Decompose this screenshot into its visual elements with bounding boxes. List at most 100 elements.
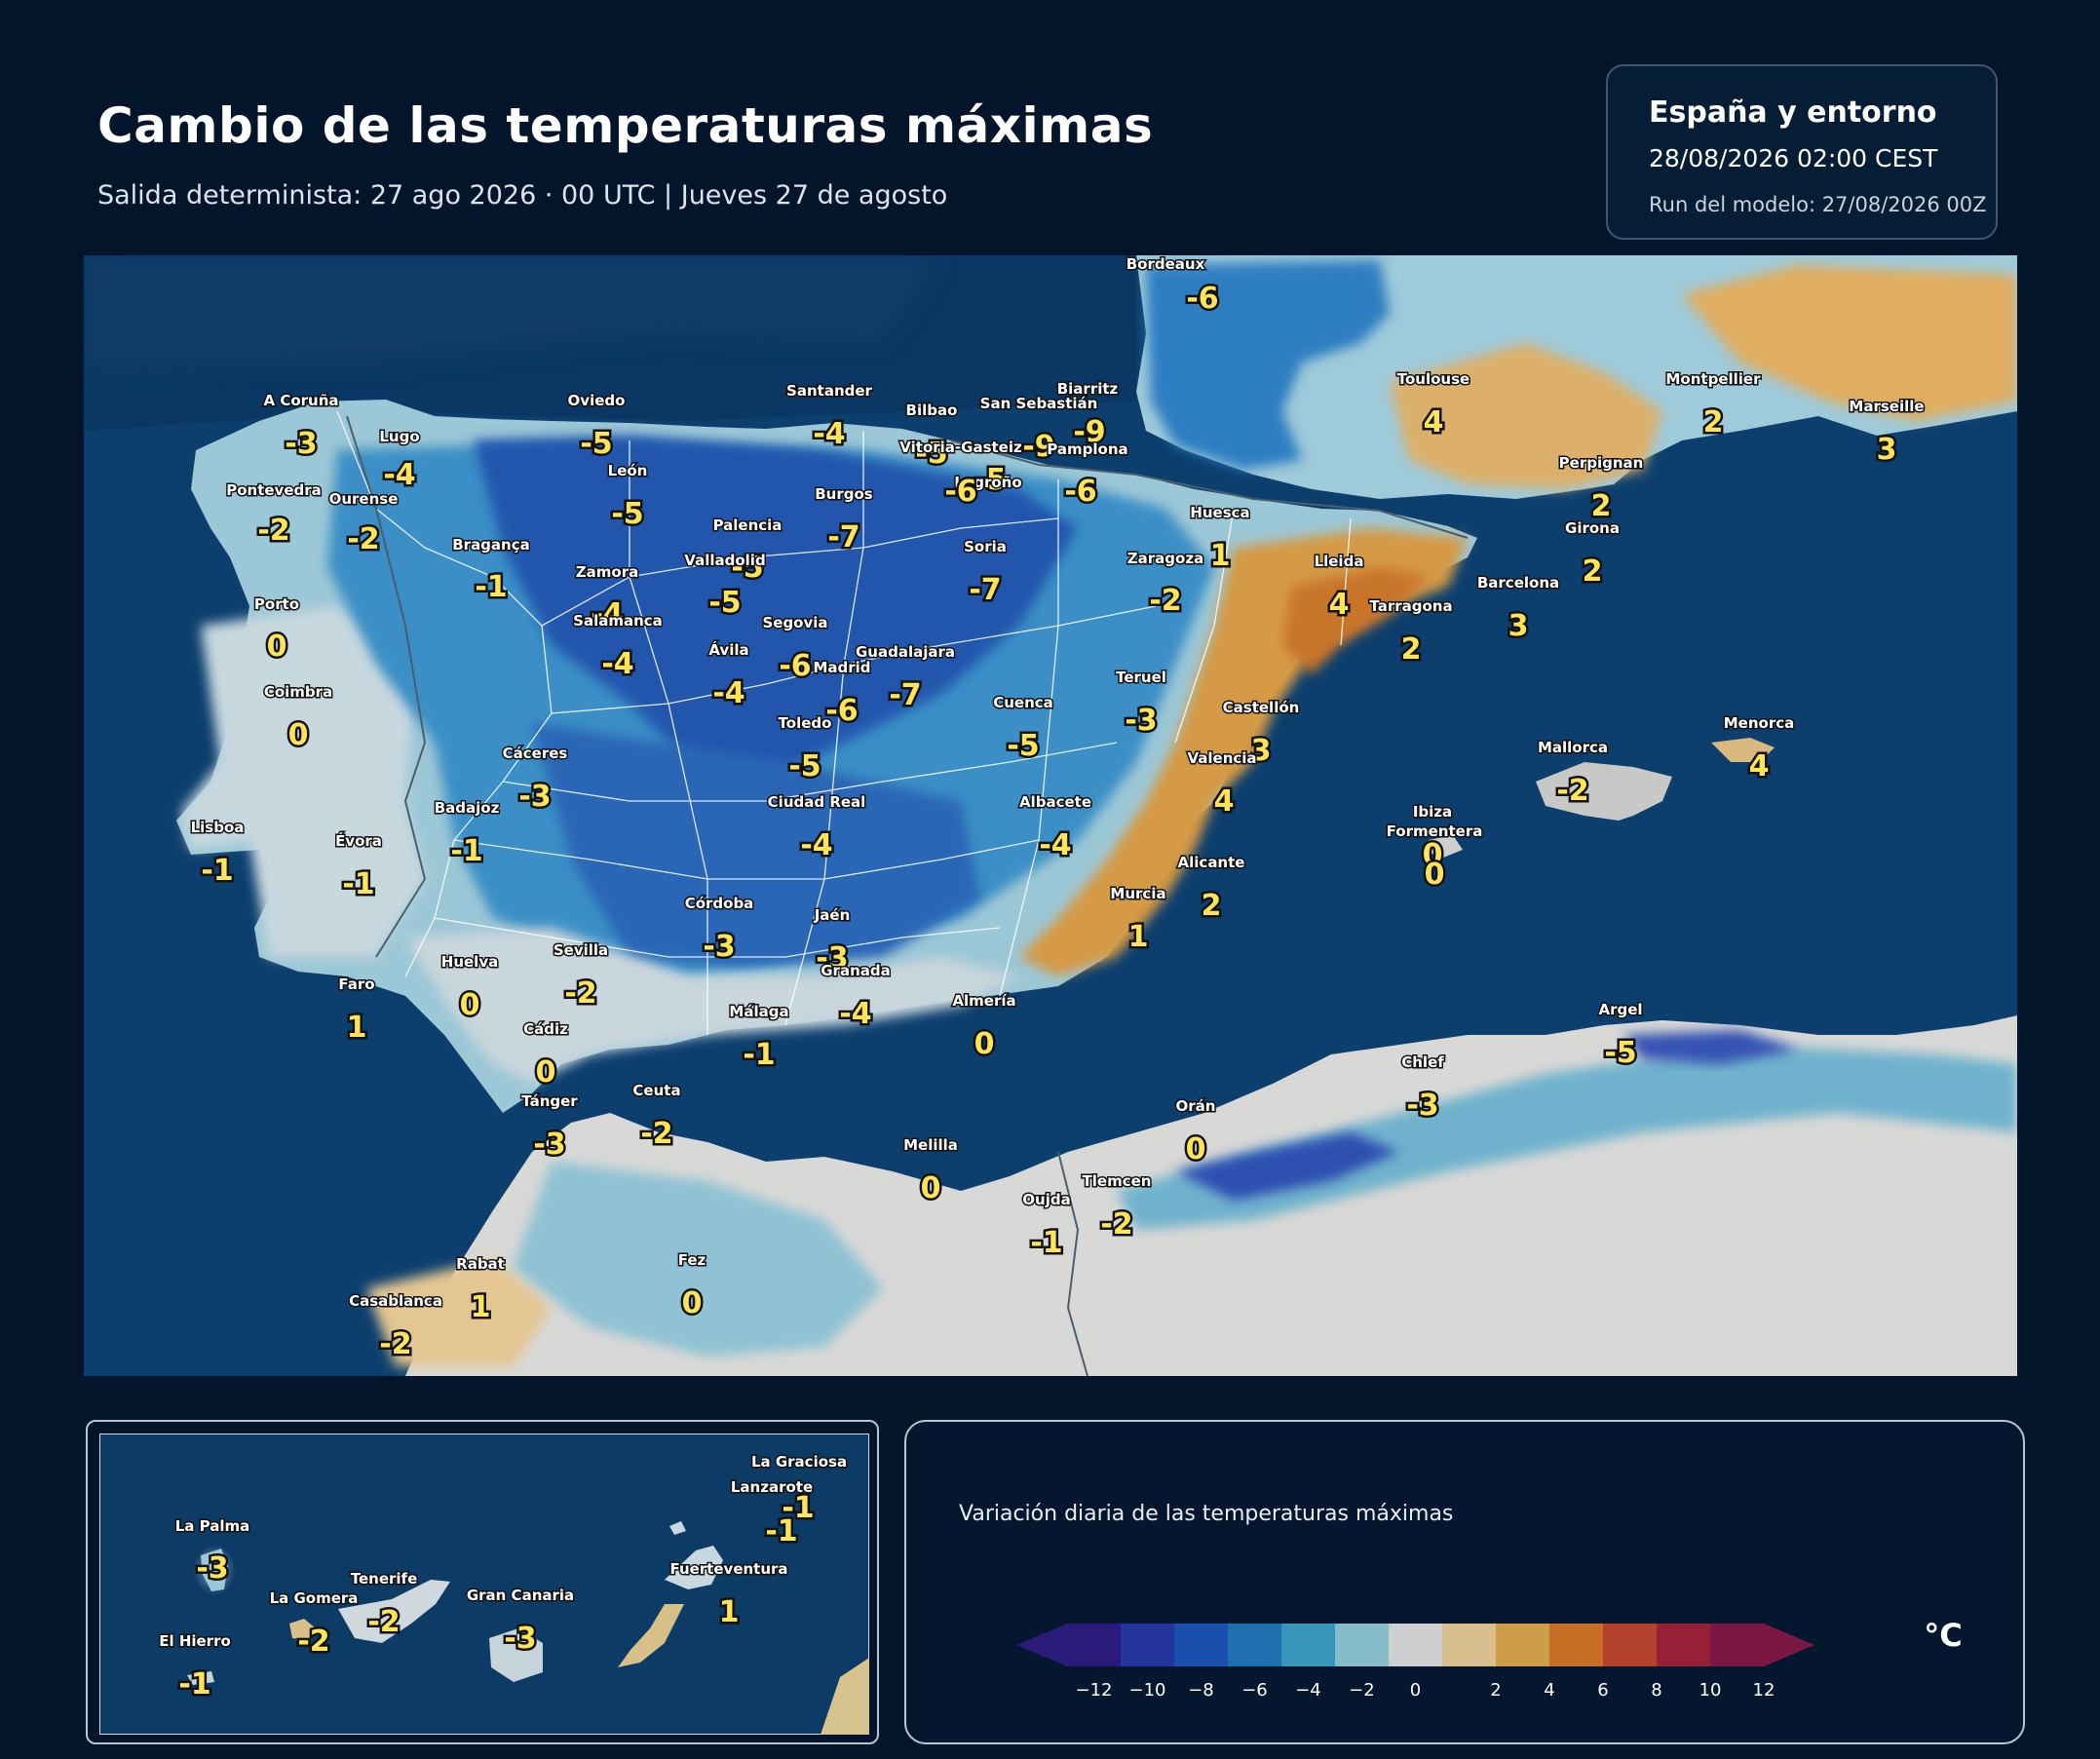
station-tanger[interactable]: Tánger -3 bbox=[520, 1091, 580, 1165]
station-montpellier[interactable]: Montpellier 2 bbox=[1664, 369, 1763, 442]
main-map[interactable]: Bordeaux -6 A Coruña -3 Lugo -4 Oviedo -5 Sa… bbox=[84, 255, 2017, 1376]
svg-text:-1: -1 bbox=[782, 1491, 814, 1525]
station-sevilla[interactable]: Sevilla -2 bbox=[552, 940, 609, 1013]
station-barcelona[interactable]: Barcelona 3 bbox=[1475, 573, 1560, 646]
station-palencia[interactable]: Palencia -5 bbox=[711, 516, 783, 588]
station-zamora[interactable]: Zamora -4 bbox=[574, 562, 639, 634]
station-gran-canaria[interactable]: Gran Canaria -3 bbox=[465, 1586, 575, 1659]
station-ceuta[interactable]: Ceuta -2 bbox=[631, 1081, 682, 1154]
station-chlef[interactable]: Chlef -3 bbox=[1400, 1052, 1446, 1126]
svg-text:Córdoba: Córdoba bbox=[685, 895, 754, 912]
station-granada[interactable]: Granada -4 bbox=[820, 961, 893, 1034]
station-teruel[interactable]: Teruel -3 bbox=[1115, 668, 1168, 741]
station-huelva[interactable]: Huelva 0 bbox=[439, 952, 499, 1025]
station-fez[interactable]: Fez 0 bbox=[676, 1250, 707, 1323]
station-avila[interactable]: Ávila -4 bbox=[707, 639, 750, 713]
svg-text:Perpignan: Perpignan bbox=[1559, 454, 1644, 472]
station-santander[interactable]: Santander -4 bbox=[785, 381, 874, 454]
svg-text:-7: -7 bbox=[827, 520, 859, 554]
station-ibiza[interactable]: Ibiza 0 bbox=[1411, 802, 1453, 875]
station-porto[interactable]: Porto 0 bbox=[252, 594, 300, 667]
svg-text:Lisboa: Lisboa bbox=[191, 819, 245, 836]
station-la-graciosa[interactable]: La Graciosa -1 bbox=[749, 1452, 848, 1528]
station-ourense[interactable]: Ourense -2 bbox=[327, 489, 400, 559]
station-toulouse[interactable]: Toulouse 4 bbox=[1395, 369, 1470, 442]
station-lisboa[interactable]: Lisboa -1 bbox=[189, 818, 246, 891]
station-ciudad-real[interactable]: Ciudad Real -4 bbox=[766, 792, 867, 865]
station-tarragona[interactable]: Tarragona 2 bbox=[1368, 596, 1454, 669]
station-pontevedra[interactable]: Pontevedra -2 bbox=[225, 480, 324, 551]
station-lleida[interactable]: Lleida 4 bbox=[1313, 552, 1365, 625]
station-cordoba[interactable]: Córdoba -3 bbox=[683, 894, 755, 967]
station-rabat[interactable]: Rabat 1 bbox=[455, 1254, 507, 1327]
station-madrid[interactable]: Madrid -6 bbox=[812, 658, 872, 731]
station-jaen[interactable]: Jaén -3 bbox=[812, 905, 852, 978]
station-zaragoza[interactable]: Zaragoza -2 bbox=[1126, 549, 1204, 621]
svg-text:-2: -2 bbox=[640, 1117, 672, 1151]
station-la-palma[interactable]: La Palma -3 bbox=[173, 1516, 251, 1588]
station-menorca[interactable]: Menorca 4 bbox=[1722, 713, 1796, 786]
station-malaga[interactable]: Málaga -1 bbox=[728, 1002, 790, 1075]
station-castellon[interactable]: Castellón 3 bbox=[1221, 698, 1301, 771]
info-box: España y entorno 28/08/2026 02:00 CEST R… bbox=[1606, 64, 1998, 240]
station-perpignan[interactable]: Perpignan 2 bbox=[1557, 453, 1645, 526]
station-lugo[interactable]: Lugo -4 bbox=[378, 427, 421, 495]
canarias-inset[interactable]: La Graciosa -1 Lanzarote -1 La Palma -3 Ten… bbox=[86, 1420, 879, 1744]
station-coimbra[interactable]: Coimbra 0 bbox=[262, 682, 333, 755]
station-evora[interactable]: Évora -1 bbox=[334, 830, 384, 904]
station-guadalajara[interactable]: Guadalajara -7 bbox=[854, 642, 956, 715]
station-cuenca[interactable]: Cuenca -5 bbox=[992, 693, 1055, 766]
station-leon[interactable]: León -5 bbox=[606, 461, 649, 534]
station-pamplona[interactable]: Pamplona -6 bbox=[1046, 440, 1129, 512]
station-segovia[interactable]: Segovia -6 bbox=[761, 613, 829, 686]
station-badajoz[interactable]: Badajoz -1 bbox=[433, 798, 501, 871]
svg-text:Marseille: Marseille bbox=[1849, 398, 1924, 415]
svg-text:0: 0 bbox=[1425, 858, 1445, 892]
station-cadiz[interactable]: Cádiz 0 bbox=[522, 1019, 570, 1092]
station-a-coruna[interactable]: A Coruña -3 bbox=[262, 391, 340, 464]
station-la-gomera[interactable]: La Gomera -2 bbox=[268, 1588, 360, 1662]
station-salamanca[interactable]: Salamanca -4 bbox=[572, 611, 665, 684]
station-braganca[interactable]: Bragança -1 bbox=[451, 535, 532, 607]
station-faro[interactable]: Faro 1 bbox=[337, 975, 376, 1048]
svg-text:Ávila: Ávila bbox=[708, 640, 748, 659]
station-valencia[interactable]: Valencia 4 bbox=[1186, 748, 1258, 822]
station-melilla[interactable]: Melilla 0 bbox=[902, 1135, 960, 1208]
station-logrono[interactable]: Logroño-6 bbox=[942, 473, 1023, 512]
station-albacete[interactable]: Albacete -4 bbox=[1017, 792, 1092, 865]
station-fuerteventura[interactable]: Fuerteventura 1 bbox=[668, 1559, 789, 1632]
station-biarritz[interactable]: Biarritz -9 bbox=[1055, 379, 1120, 452]
station-bordeaux[interactable]: Bordeaux -6 bbox=[1125, 255, 1221, 319]
station-valladolid[interactable]: Valladolid-5 bbox=[683, 551, 767, 623]
station-casablanca[interactable]: Casablanca -2 bbox=[348, 1291, 444, 1364]
svg-text:Huelva: Huelva bbox=[441, 953, 498, 971]
station-oran[interactable]: Orán 0 bbox=[1174, 1096, 1217, 1169]
station-argel[interactable]: Argel -5 bbox=[1597, 1000, 1644, 1073]
colorbar-bin bbox=[1389, 1624, 1443, 1666]
station-mallorca[interactable]: Mallorca -2 bbox=[1536, 738, 1609, 811]
station-san-sebastian[interactable]: San Sebastián -9 bbox=[978, 394, 1099, 467]
station-caceres[interactable]: Cáceres -3 bbox=[501, 744, 569, 817]
station-soria[interactable]: Soria -7 bbox=[963, 537, 1009, 610]
station-alicante[interactable]: Alicante 2 bbox=[1176, 853, 1246, 926]
station-almeria[interactable]: Almería 0 bbox=[951, 991, 1017, 1064]
station-marseille[interactable]: Marseille 3 bbox=[1848, 397, 1926, 470]
station-huesca[interactable]: Huesca 1 bbox=[1189, 503, 1251, 576]
africa-blue bbox=[513, 1162, 883, 1357]
station-bilbao[interactable]: Bilbao -5 bbox=[904, 401, 959, 474]
station-murcia[interactable]: Murcia 1 bbox=[1109, 884, 1167, 957]
station-toledo[interactable]: Toledo -5 bbox=[777, 713, 833, 786]
station-girona[interactable]: Girona 2 bbox=[1564, 518, 1622, 592]
svg-text:-1: -1 bbox=[342, 867, 374, 901]
svg-text:0: 0 bbox=[1186, 1132, 1206, 1166]
station-burgos[interactable]: Burgos -7 bbox=[814, 484, 875, 557]
station-lanzarote[interactable]: Lanzarote-1 bbox=[729, 1477, 814, 1551]
station-tenerife[interactable]: Tenerife -2 bbox=[349, 1569, 419, 1642]
station-tlemcen[interactable]: Tlemcen -2 bbox=[1081, 1171, 1153, 1244]
station-oujda[interactable]: Oujda -1 bbox=[1021, 1190, 1072, 1263]
svg-text:-6: -6 bbox=[944, 475, 976, 509]
station-el-hierro[interactable]: El Hierro -1 bbox=[158, 1631, 233, 1704]
station-oviedo[interactable]: Oviedo -5 bbox=[566, 391, 627, 464]
station-vitoria[interactable]: Vitoria-Gasteiz-5 bbox=[898, 438, 1024, 500]
